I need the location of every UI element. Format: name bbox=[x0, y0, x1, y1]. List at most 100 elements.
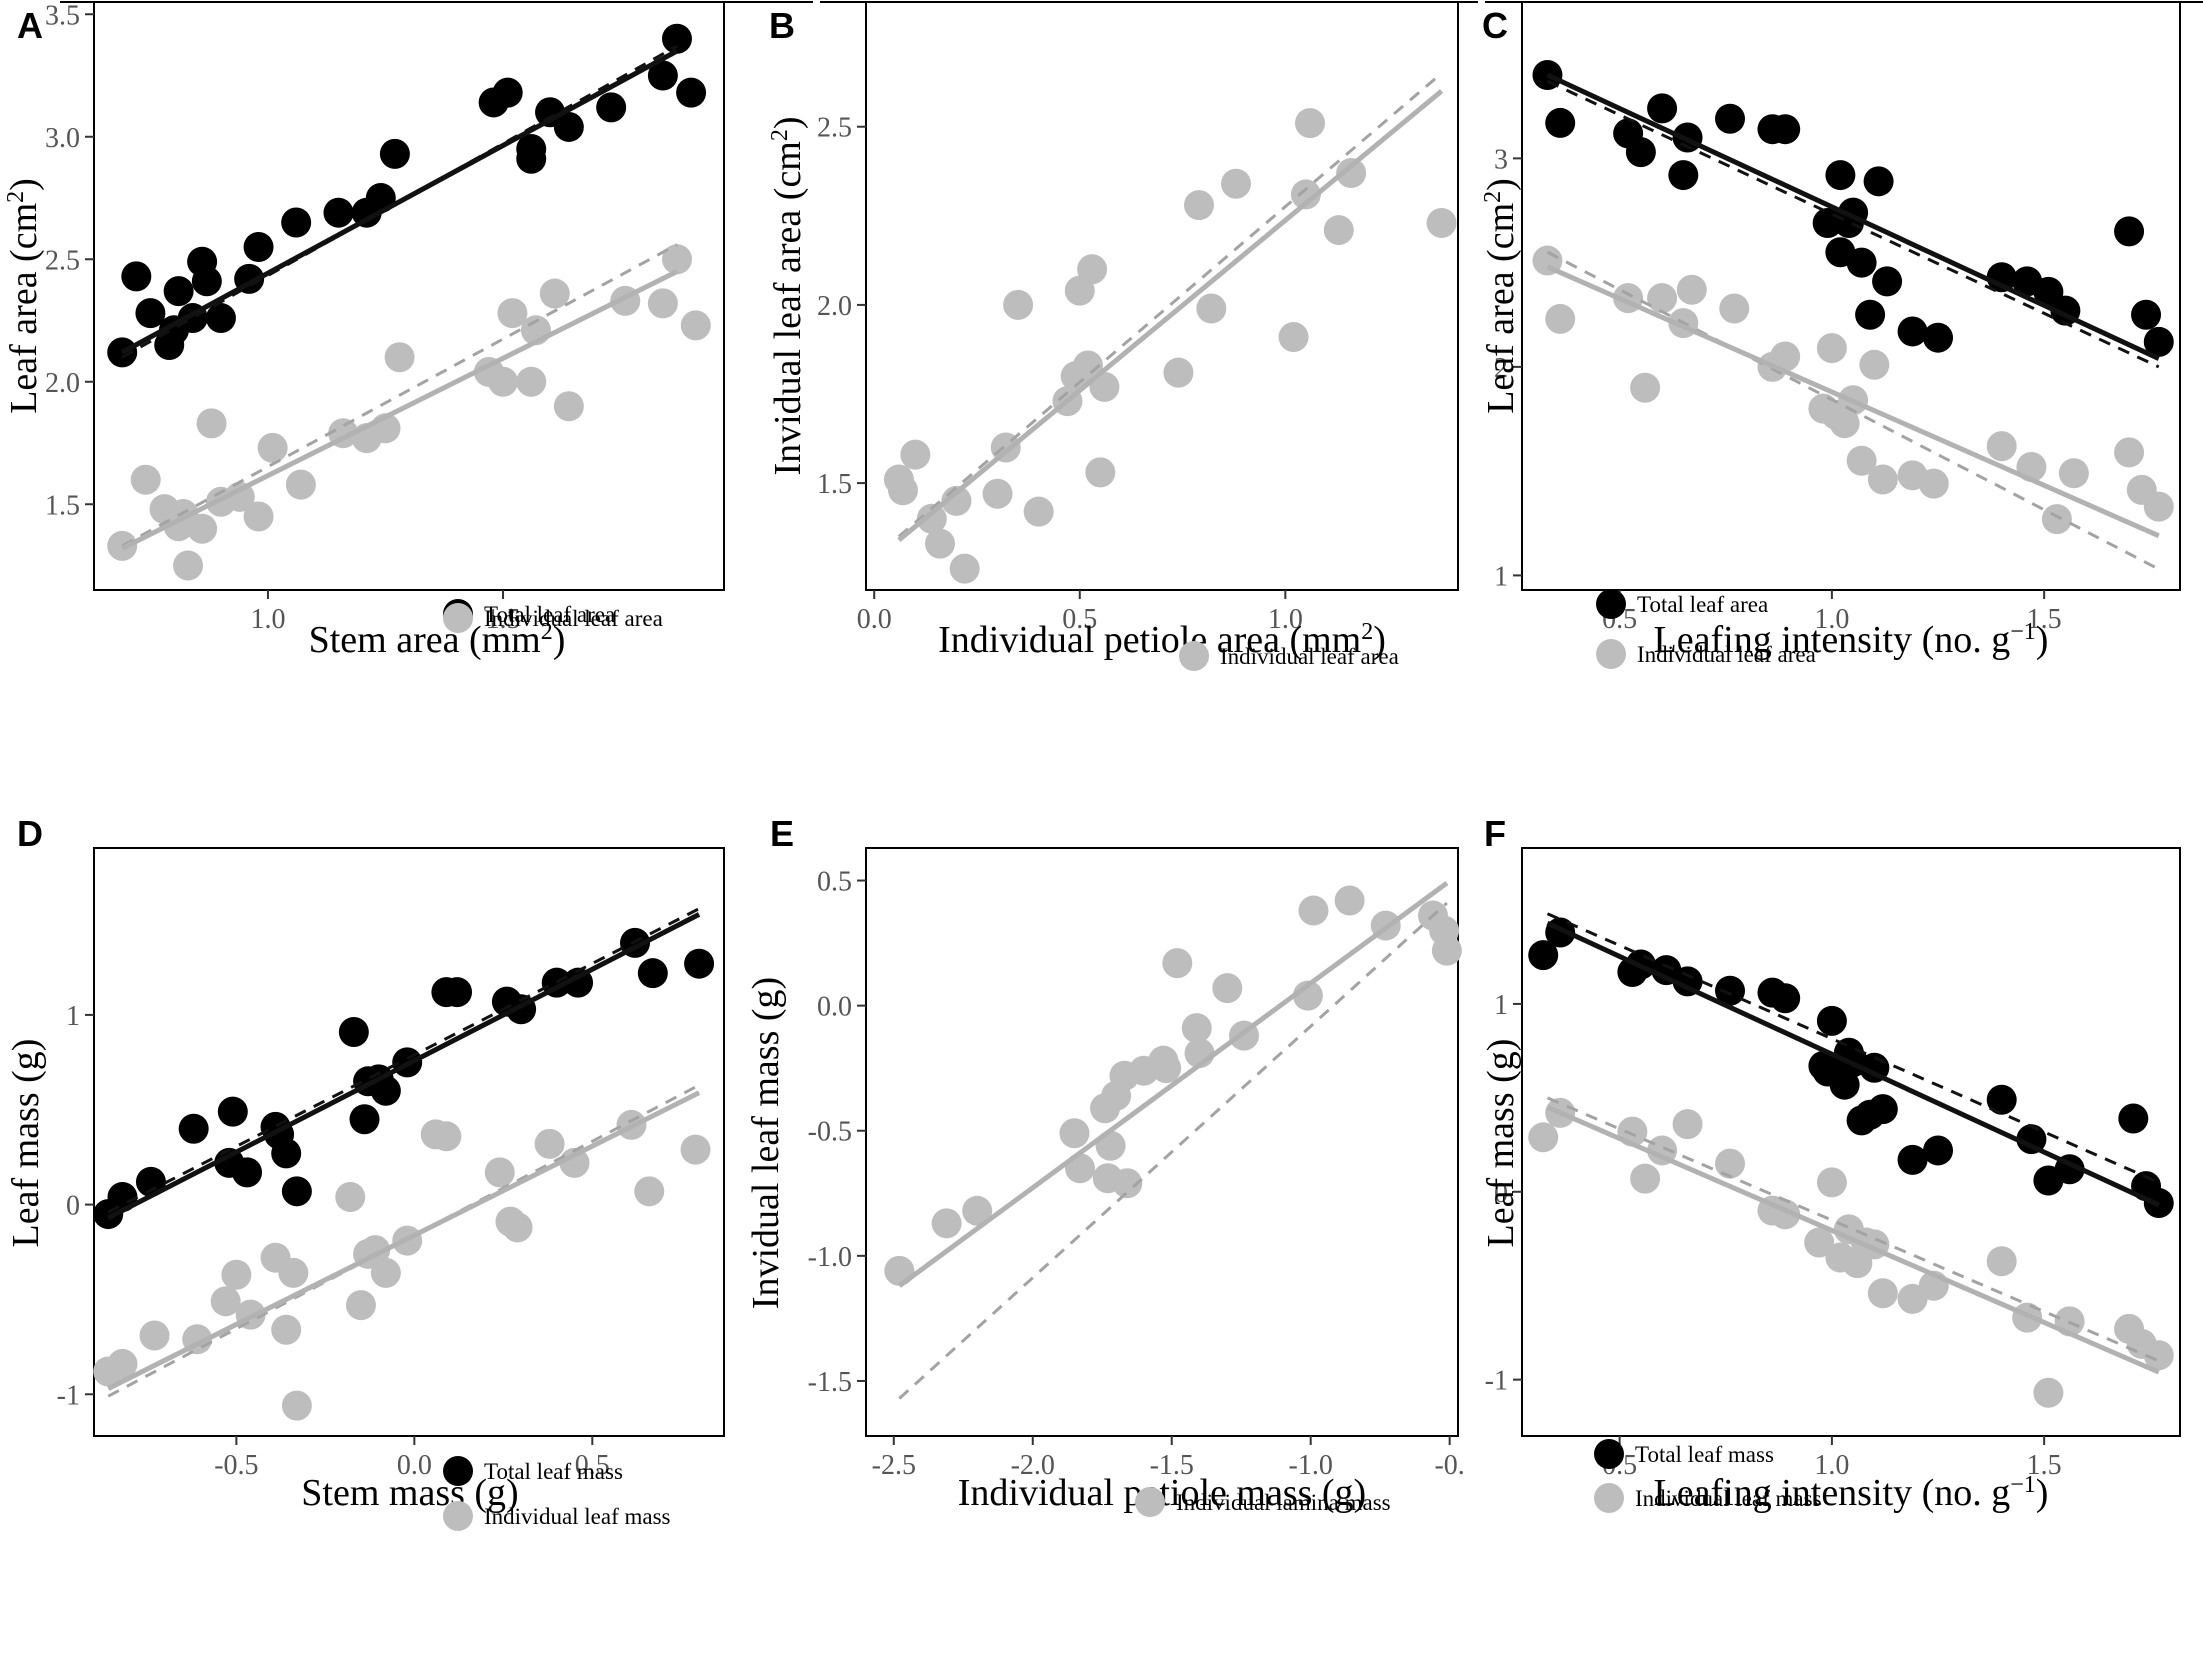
panel-d: D -0.5 0.0 0.5 -1 0 1 Stem mass (g) Leaf mass (g… bbox=[5, 813, 725, 1531]
data-point bbox=[121, 261, 152, 292]
data-point bbox=[1829, 408, 1860, 439]
data-point bbox=[516, 366, 547, 397]
data-point bbox=[1077, 254, 1108, 285]
data-point bbox=[516, 134, 547, 164]
data-point bbox=[2143, 326, 2174, 357]
fit-line bbox=[1546, 72, 2160, 361]
data-point bbox=[492, 77, 523, 108]
fit-line bbox=[107, 1090, 701, 1391]
x-tick-label: 1.0 bbox=[1268, 604, 1303, 635]
x-tick-label: 1.0 bbox=[1814, 1450, 1849, 1481]
data-point bbox=[1867, 464, 1898, 495]
legend-label: Individual leaf mass bbox=[484, 1504, 671, 1529]
legend-swatch bbox=[443, 1501, 473, 1531]
panel-letter-e: E bbox=[770, 813, 794, 854]
x-tick-label: 1.5 bbox=[2027, 1450, 2062, 1481]
data-point bbox=[1184, 190, 1214, 221]
data-point bbox=[680, 310, 711, 341]
x-axis-label: Leafing intensity (no. g−1) bbox=[1654, 619, 2049, 661]
data-point bbox=[431, 1121, 462, 1152]
data-point bbox=[1112, 1168, 1143, 1199]
data-point bbox=[2114, 437, 2145, 468]
legend-label: Individual lamina mass bbox=[1176, 1490, 1391, 1515]
data-point bbox=[1181, 1013, 1212, 1044]
y-tick-label: 0 bbox=[66, 1191, 80, 1222]
reference-line bbox=[1546, 912, 2160, 1184]
data-point bbox=[221, 1259, 252, 1290]
data-point bbox=[488, 366, 519, 397]
data-point bbox=[1647, 93, 1678, 124]
data-point bbox=[916, 503, 947, 534]
data-point bbox=[1336, 158, 1367, 189]
panel-letter-f: F bbox=[1484, 813, 1506, 854]
data-point bbox=[1003, 289, 1034, 320]
data-point bbox=[1715, 1148, 1746, 1179]
data-point bbox=[684, 948, 715, 979]
x-tick-label: 0.5 bbox=[575, 1450, 610, 1481]
legend-swatch bbox=[1594, 1483, 1624, 1513]
plot-frame bbox=[93, 1, 725, 591]
legend: Individual lamina mass bbox=[1135, 1487, 1391, 1517]
data-point bbox=[1528, 940, 1559, 971]
reference-line bbox=[1546, 79, 2160, 369]
x-tick-label: 1.0 bbox=[250, 604, 285, 635]
data-point bbox=[1770, 114, 1801, 145]
data-point bbox=[1816, 1005, 1847, 1036]
data-point bbox=[2058, 458, 2089, 489]
series-individual bbox=[884, 885, 1462, 1286]
legend-label: Total leaf mass bbox=[484, 1459, 623, 1484]
data-point bbox=[1867, 1094, 1898, 1125]
panel-letter-d: D bbox=[17, 813, 43, 854]
data-point bbox=[370, 1257, 401, 1288]
data-point bbox=[1816, 1167, 1847, 1198]
fit-line bbox=[107, 912, 701, 1221]
panel-a: A 1.0 1.5 1.5 2.0 2.5 3.0 3.5 Stem area (mm2) Lea… bbox=[3, 0, 725, 661]
y-tick-label: 2 bbox=[1494, 353, 1508, 384]
data-point bbox=[191, 266, 222, 297]
legend-label: Individual leaf area bbox=[484, 606, 663, 631]
y-axis-label: Leaf mass (g) bbox=[1480, 1039, 1522, 1248]
legend-swatch bbox=[1596, 589, 1626, 619]
data-point bbox=[1672, 1109, 1703, 1140]
plot-frame bbox=[1521, 847, 2181, 1437]
fit-line bbox=[897, 89, 1444, 543]
data-point bbox=[497, 298, 528, 329]
data-point bbox=[323, 197, 354, 228]
data-point bbox=[210, 1286, 241, 1317]
data-point bbox=[1163, 357, 1194, 388]
fit-line bbox=[121, 48, 679, 355]
data-point bbox=[931, 1208, 962, 1239]
data-point bbox=[676, 77, 707, 108]
data-point bbox=[379, 138, 410, 169]
legend: Total leaf mass Individual leaf mass bbox=[443, 1456, 671, 1531]
data-point bbox=[634, 1176, 665, 1207]
plot-frame bbox=[93, 847, 725, 1437]
legend: Individual leaf area bbox=[1179, 641, 1399, 671]
x-axis-label: Leafing intensity (no. g−1) bbox=[1654, 1472, 2049, 1514]
data-point bbox=[888, 475, 918, 506]
fit-line bbox=[121, 269, 679, 551]
legend-label: Total leaf mass bbox=[1635, 1442, 1774, 1467]
x-tick-label: 1.5 bbox=[486, 604, 521, 635]
legend-label: Individual leaf area bbox=[1220, 644, 1399, 669]
data-point bbox=[1426, 207, 1457, 238]
y-axis-label: Invidual leaf mass (g) bbox=[745, 977, 787, 1309]
data-point bbox=[1897, 1144, 1928, 1175]
y-axis-label: Invidual leaf area (cm2) bbox=[767, 116, 809, 475]
legend-label: Total leaf area bbox=[1637, 592, 1768, 617]
y-tick-label: -0.5 bbox=[808, 1117, 852, 1148]
legend-label: Individual leaf mass bbox=[1635, 1486, 1822, 1511]
data-point bbox=[1719, 293, 1750, 324]
fit-line bbox=[1546, 1104, 2160, 1375]
x-axis-label: Stem mass (g) bbox=[301, 1472, 518, 1514]
data-point bbox=[1298, 895, 1329, 926]
data-point bbox=[1986, 1084, 2017, 1115]
x-tick-label: -1.5 bbox=[1150, 1450, 1194, 1481]
data-point bbox=[1825, 160, 1856, 191]
x-tick-label: -2.0 bbox=[1011, 1450, 1055, 1481]
data-point bbox=[243, 232, 274, 262]
panel-letter-a: A bbox=[17, 5, 43, 46]
